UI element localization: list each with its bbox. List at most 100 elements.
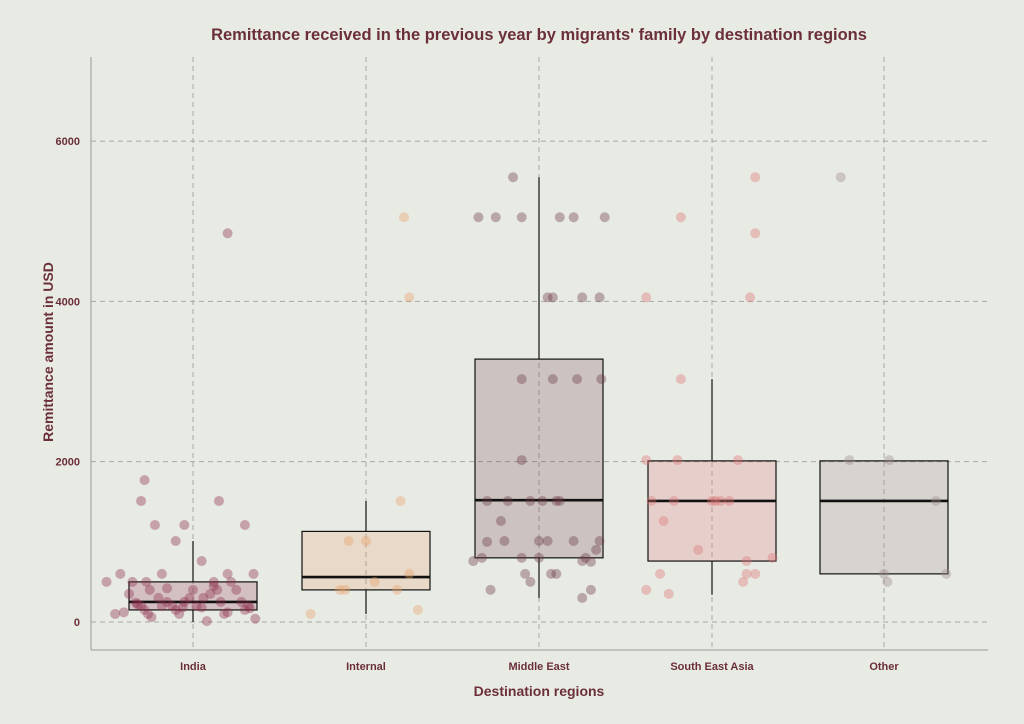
data-point-0-23 [146, 612, 157, 623]
data-point-0-5 [130, 597, 141, 608]
data-point-3-24 [767, 552, 778, 563]
data-point-3-17 [738, 576, 749, 587]
data-point-2-8 [502, 495, 513, 506]
box-2 [474, 358, 604, 559]
data-point-3-4 [655, 568, 666, 579]
data-point-3-5 [658, 515, 669, 526]
data-point-0-1 [110, 608, 121, 619]
data-point-0-27 [167, 600, 178, 611]
data-point-4-2 [879, 568, 889, 579]
data-point-2-0 [468, 556, 479, 567]
data-point-2-23 [554, 495, 565, 506]
data-point-0-26 [162, 596, 173, 607]
data-point-2-5 [495, 515, 506, 526]
data-point-2-24 [554, 212, 565, 223]
data-point-2-41 [577, 556, 588, 567]
data-point-0-0 [101, 576, 112, 587]
data-point-0-21 [139, 604, 150, 615]
data-point-0-20 [136, 600, 147, 611]
data-point-0-44 [239, 604, 250, 615]
x-tick-label-4: Other [869, 661, 899, 673]
data-point-0-12 [170, 536, 181, 547]
data-point-2-17 [537, 495, 548, 506]
data-point-2-14 [516, 552, 527, 563]
data-point-2-2 [476, 552, 487, 563]
data-point-1-9 [412, 604, 423, 615]
data-point-0-40 [219, 608, 230, 619]
data-point-2-4 [485, 584, 496, 595]
data-point-2-38 [520, 568, 531, 579]
data-point-0-28 [170, 604, 181, 615]
data-point-2-34 [599, 212, 610, 223]
data-point-0-52 [245, 603, 256, 614]
data-point-3-6 [663, 588, 674, 599]
data-point-0-46 [250, 613, 261, 624]
data-point-2-22 [551, 495, 562, 506]
data-point-3-11 [693, 544, 704, 555]
data-point-0-9 [144, 584, 155, 595]
data-point-0-19 [248, 568, 259, 579]
data-point-2-12 [525, 576, 536, 587]
box-1 [301, 530, 431, 591]
data-point-2-39 [568, 536, 579, 547]
x-tick-label-1: Internal [346, 661, 386, 673]
data-point-0-54 [177, 602, 188, 613]
data-point-3-15 [724, 495, 735, 506]
data-point-0-51 [222, 607, 233, 618]
data-point-1-4 [369, 576, 380, 587]
y-tick-label-6000: 6000 [56, 136, 80, 148]
data-point-0-14 [196, 556, 207, 567]
data-point-2-40 [534, 552, 544, 563]
data-point-2-18 [542, 536, 553, 547]
data-point-3-3 [646, 495, 657, 506]
data-point-3-10 [675, 212, 686, 223]
data-point-1-7 [404, 292, 415, 303]
data-point-0-24 [153, 592, 164, 603]
data-point-4-6 [941, 568, 952, 579]
x-tick-label-3: South East Asia [670, 661, 754, 673]
data-point-2-27 [577, 292, 588, 303]
data-point-3-22 [750, 172, 761, 183]
data-point-0-39 [215, 596, 226, 607]
data-point-2-31 [591, 544, 602, 555]
data-point-2-19 [542, 292, 553, 303]
chart-title: Remittance received in the previous year… [211, 26, 867, 44]
data-point-0-49 [198, 592, 209, 603]
data-point-0-42 [231, 584, 242, 595]
data-point-0-43 [236, 596, 247, 607]
data-point-0-47 [118, 607, 129, 618]
data-point-2-13 [525, 495, 536, 506]
data-point-0-6 [136, 495, 147, 506]
data-point-2-21 [547, 374, 558, 385]
data-point-3-9 [675, 374, 686, 385]
data-point-3-12 [707, 495, 717, 506]
data-point-2-32 [594, 292, 605, 303]
data-point-0-11 [156, 600, 167, 611]
data-point-3-18 [741, 568, 752, 579]
data-point-1-5 [395, 495, 406, 506]
grid-layer [91, 57, 988, 650]
axis-layer: 0 2000 4000 6000 India Internal Middle East Sou… [56, 57, 988, 673]
data-point-0-35 [201, 616, 212, 627]
data-point-4-3 [882, 576, 893, 587]
data-point-0-33 [191, 600, 202, 611]
data-point-3-13 [710, 495, 721, 506]
data-point-2-9 [508, 172, 519, 183]
data-point-1-8 [404, 568, 415, 579]
data-point-0-13 [179, 519, 190, 530]
data-point-3-8 [672, 455, 683, 466]
y-axis-label: Remittance amount in USD [40, 262, 56, 442]
point-layer [101, 172, 952, 627]
data-point-2-28 [577, 592, 588, 603]
data-point-2-6 [490, 212, 501, 223]
x-tick-label-0: India [180, 661, 207, 673]
data-point-0-34 [196, 602, 207, 613]
data-point-3-1 [641, 292, 652, 303]
data-point-1-1 [335, 584, 346, 595]
data-point-2-36 [551, 568, 562, 579]
data-point-2-42 [585, 556, 596, 567]
data-point-2-30 [585, 584, 596, 595]
data-point-0-45 [243, 600, 254, 611]
data-point-2-11 [516, 374, 527, 385]
